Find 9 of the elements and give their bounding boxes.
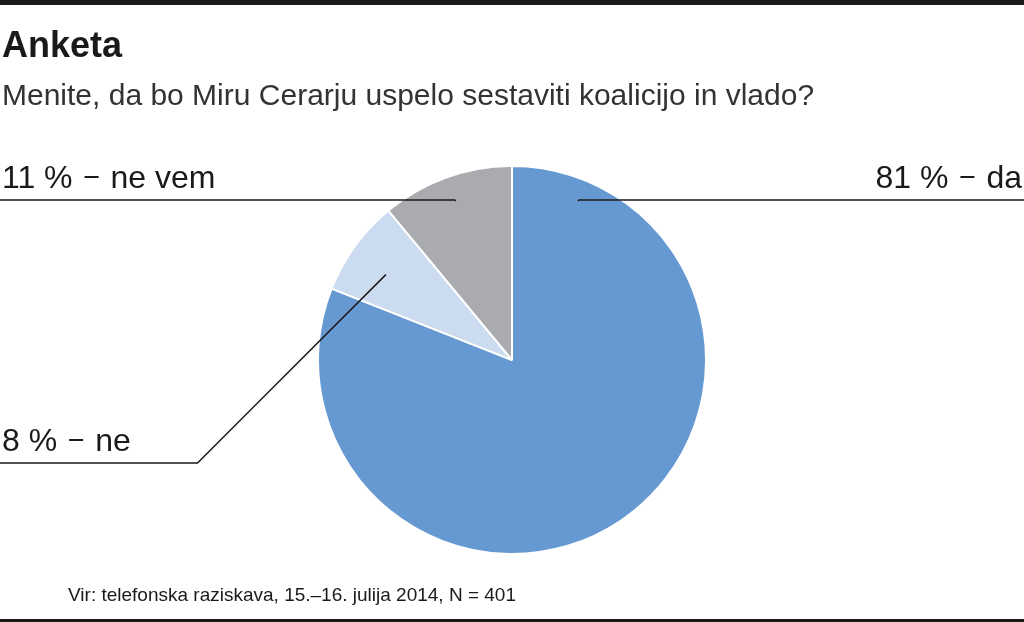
chart-subtitle: Menite, da bo Miru Cerarju uspelo sestaviti koalicijo in vlado? <box>2 78 815 112</box>
text: Vir: telefonska raziskava, 15.–16. julija 2014, N = 401 <box>68 584 517 606</box>
slice-label: ne <box>95 422 131 458</box>
slice-label: ne vem <box>110 159 216 195</box>
data-label: 8 % <box>2 422 58 458</box>
slice-label: da <box>986 159 1023 195</box>
data-label: 11 % <box>2 159 73 195</box>
chart-title: Anketa <box>2 24 123 66</box>
data-label: 81 % <box>875 159 949 195</box>
